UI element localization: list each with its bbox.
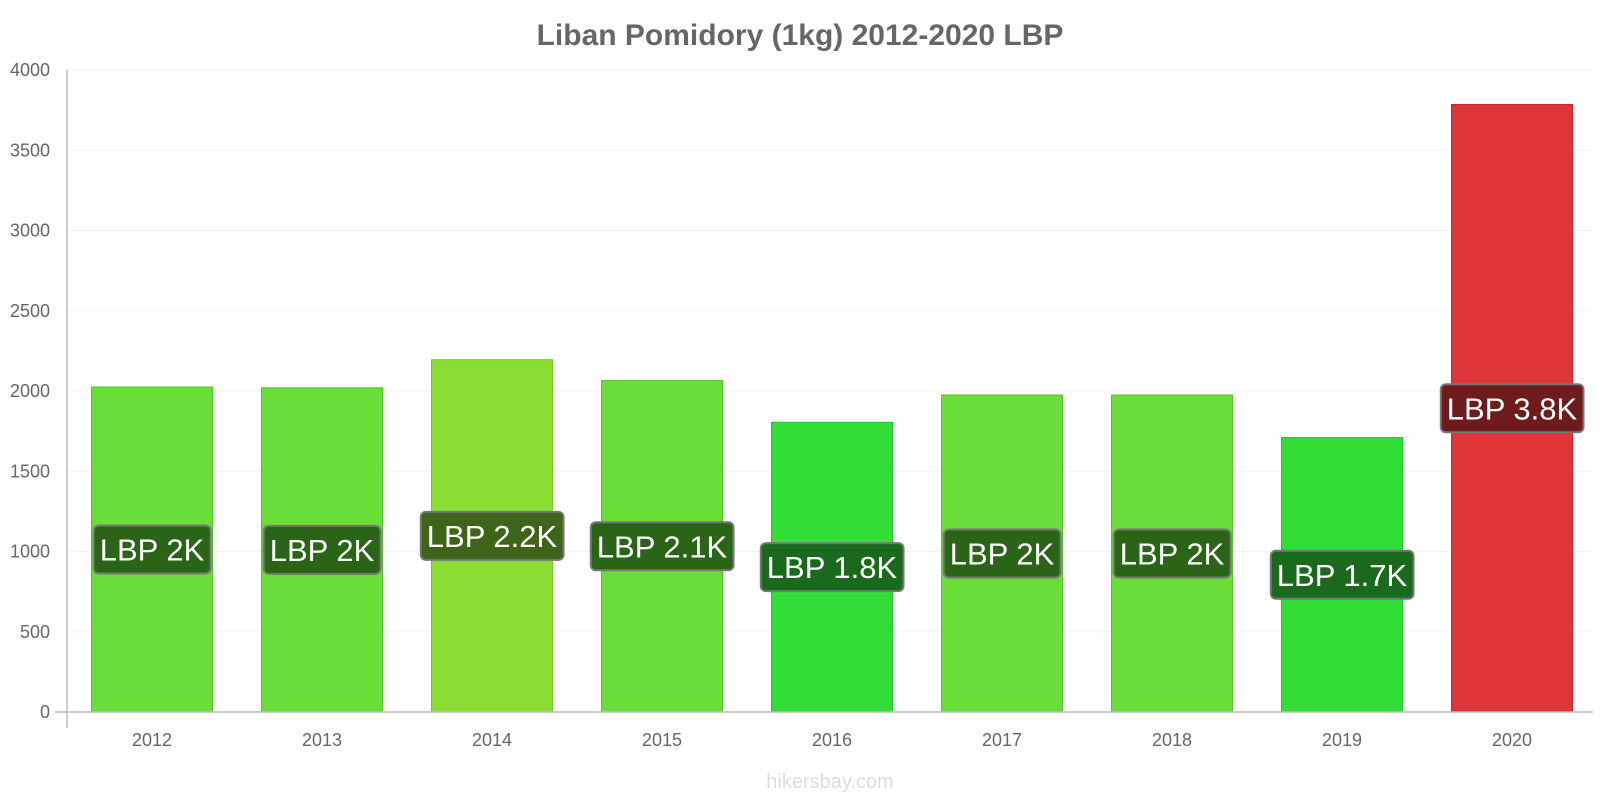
data-label: LBP 3.8K (1439, 383, 1585, 434)
y-tick-label: 1000 (10, 542, 50, 562)
data-label-text: LBP 2K (270, 533, 375, 568)
data-label: LBP 2K (1112, 528, 1232, 579)
data-label-text: LBP 2.1K (597, 529, 728, 564)
x-tick-label: 2013 (302, 730, 342, 750)
y-tick-label: 2000 (10, 381, 50, 401)
data-label-text: LBP 2.2K (427, 519, 558, 554)
x-tick-label: 2020 (1492, 730, 1532, 750)
data-label-box (1269, 549, 1415, 600)
data-label: LBP 2K (92, 524, 212, 575)
chart-title: Liban Pomidory (1kg) 2012-2020 LBP (537, 19, 1064, 52)
data-label-box (1112, 528, 1232, 579)
data-label-text: LBP 1.7K (1277, 558, 1408, 593)
data-label-text: LBP 1.8K (767, 550, 898, 585)
data-label-box (92, 524, 212, 575)
x-tick-label: 2012 (132, 730, 172, 750)
x-tick-label: 2015 (642, 730, 682, 750)
y-tick-label: 4000 (10, 60, 50, 80)
y-tick-label: 500 (20, 622, 50, 642)
data-label-box (419, 510, 565, 561)
data-label: LBP 2.2K (419, 510, 565, 561)
x-axis-ticks: 2012 2013 2014 2015 2016 2017 2018 2019 2020 (132, 730, 1532, 750)
x-tick-label: 2019 (1322, 730, 1362, 750)
data-label-text: LBP 2K (1120, 537, 1225, 572)
data-label-text: LBP 2K (950, 537, 1055, 572)
data-label-text: LBP 3.8K (1447, 391, 1578, 426)
y-axis-ticks: 0 500 1000 1500 2000 2500 3000 3500 4000 (10, 60, 50, 722)
data-label: LBP 2K (942, 528, 1062, 579)
x-tick-label: 2018 (1152, 730, 1192, 750)
y-tick-label: 0 (40, 702, 50, 722)
data-label-box (942, 528, 1062, 579)
y-tick-label: 1500 (10, 461, 50, 481)
data-label: LBP 2K (262, 524, 382, 575)
data-labels: LBP 2K LBP 2K LBP 2.2K LBP 2.1K LBP 1.8K LBP … (92, 383, 1585, 600)
y-tick-label: 3000 (10, 221, 50, 241)
x-tick-label: 2017 (982, 730, 1022, 750)
data-label-box (262, 524, 382, 575)
data-label: LBP 2.1K (589, 521, 735, 572)
data-label: LBP 1.8K (759, 542, 905, 593)
data-label-box (759, 542, 905, 593)
y-tick-label: 3500 (10, 140, 50, 160)
data-label-text: LBP 2K (100, 532, 205, 567)
x-tick-label: 2014 (472, 730, 512, 750)
data-label-box (589, 521, 735, 572)
data-label-box (1439, 383, 1585, 434)
data-label: LBP 1.7K (1269, 549, 1415, 600)
watermark: hikersbay.com (766, 771, 893, 793)
bars (91, 104, 1573, 713)
x-tick-label: 2016 (812, 730, 852, 750)
axes (55, 70, 1593, 728)
y-tick-label: 2500 (10, 301, 50, 321)
